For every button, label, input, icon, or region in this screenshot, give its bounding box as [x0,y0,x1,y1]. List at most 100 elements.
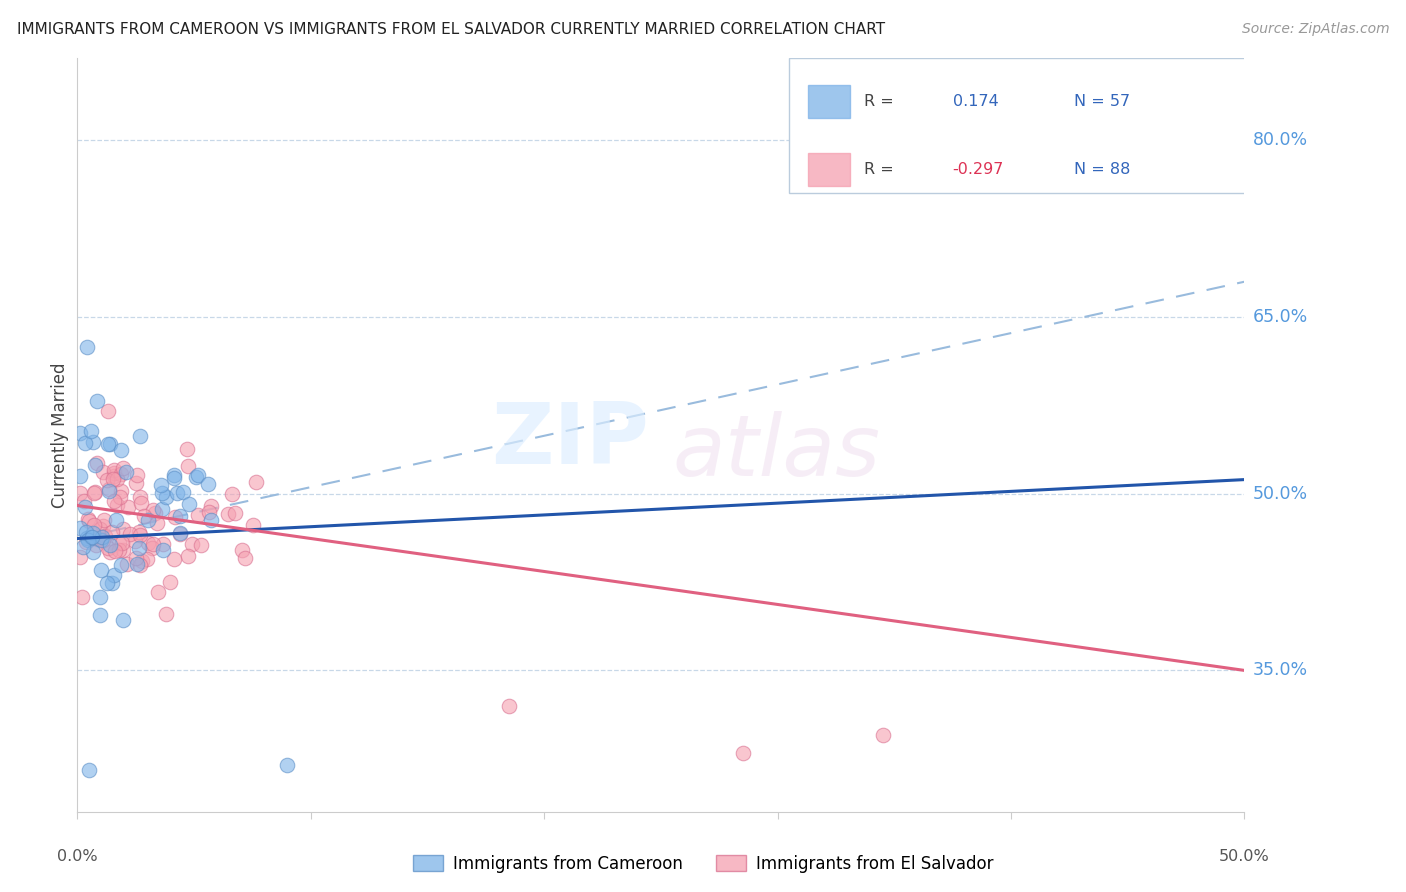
Point [98,545,121,559]
Point [176,549,198,563]
Point [152,537,174,551]
Point [73,435,96,450]
Point [163,467,186,482]
Text: 50.0%: 50.0% [1219,849,1270,864]
Point [84,484,107,499]
Point [159,575,181,590]
Point [69,468,91,483]
Point [108,543,131,558]
Point [103,494,125,508]
Text: R =: R = [863,94,894,109]
Point [103,568,125,582]
Point [73,493,96,508]
Point [198,505,221,519]
Point [217,507,239,521]
Point [77,764,100,778]
Point [245,475,267,490]
Point [73,500,96,514]
Point [118,526,141,541]
Point [86,394,108,409]
Point [69,521,91,535]
Legend: Immigrants from Cameroon, Immigrants from El Salvador: Immigrants from Cameroon, Immigrants fro… [406,848,1000,880]
Point [128,541,150,556]
Point [76,533,98,548]
Point [93,529,115,543]
Point [76,339,98,353]
Point [104,544,127,558]
Point [75,525,97,540]
Point [276,757,298,772]
Point [143,506,166,520]
Point [91,533,114,548]
Point [125,558,148,572]
Point [124,533,146,548]
Point [82,545,104,559]
Point [129,528,152,542]
Text: 50.0%: 50.0% [1253,484,1308,503]
Bar [808,153,849,186]
Point [197,477,219,491]
Point [150,477,173,491]
Point [224,506,246,520]
Point [90,563,112,577]
Point [163,551,186,566]
Point [84,458,107,473]
Point [150,501,173,516]
Point [131,554,153,568]
Point [200,499,222,513]
Y-axis label: Currently Married: Currently Married [51,362,69,508]
Point [69,485,91,500]
Point [110,483,132,498]
Point [176,442,198,456]
Point [200,513,222,527]
Point [125,551,148,566]
Point [80,530,103,544]
Point [97,541,120,556]
Point [86,538,108,552]
Point [96,575,118,590]
Point [128,558,150,572]
Point [76,531,98,545]
Point [110,443,132,458]
Point [115,557,138,571]
Point [80,424,103,438]
Point [152,543,174,558]
Point [163,471,186,485]
Text: N = 88: N = 88 [1074,161,1130,177]
Point [86,456,108,470]
Point [101,575,124,590]
Point [112,613,135,627]
FancyBboxPatch shape [789,58,1291,194]
Point [221,486,243,500]
Point [77,514,100,528]
Point [105,472,128,486]
Point [141,541,163,555]
Point [117,500,139,514]
Point [132,508,155,523]
Text: IMMIGRANTS FROM CAMEROON VS IMMIGRANTS FROM EL SALVADOR CURRENTLY MARRIED CORREL: IMMIGRANTS FROM CAMEROON VS IMMIGRANTS F… [17,22,884,37]
Point [150,485,173,500]
Point [98,436,121,450]
Point [89,522,111,536]
Point [112,542,135,557]
Point [184,469,207,483]
Point [112,460,135,475]
Bar [808,85,849,118]
Point [96,473,118,487]
Point [97,437,120,451]
Point [90,533,112,548]
Point [180,537,202,551]
Point [69,425,91,440]
Point [103,469,125,483]
Point [190,538,212,552]
Point [166,486,188,500]
Point [112,522,135,536]
Point [100,538,122,552]
Text: 0.174: 0.174 [953,94,998,109]
Text: ZIP: ZIP [492,400,650,483]
Point [97,404,120,418]
Point [83,518,105,533]
Point [91,519,114,533]
Point [111,536,134,550]
Point [731,746,754,760]
